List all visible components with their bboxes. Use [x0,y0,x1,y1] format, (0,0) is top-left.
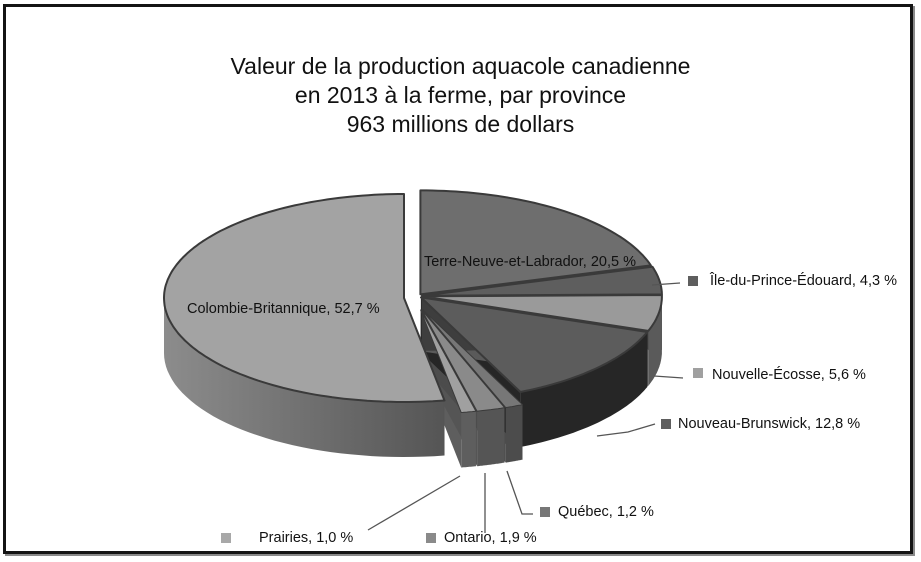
pie-slice-tops [163,189,663,413]
slice-top-terre-neuve-et-labrador [419,189,652,296]
slice-side-colombie-britannique [164,298,445,457]
leader-lines [367,282,684,533]
leader-line-prairies [367,475,461,531]
chart-title-line-3: 963 millions de dollars [346,111,575,137]
leader-line-nb [596,423,656,437]
slice-label-terre-neuve: Terre-Neuve-et-Labrador, 20,5 % [424,254,636,270]
chart-title: Valeur de la production aquacole canadie… [0,52,921,139]
leader-line-quebec [506,470,533,515]
legend-swatch-quebec [540,507,550,517]
legend-swatch-nouvelle-ecosse [693,368,703,378]
chart-title-line-1: Valeur de la production aquacole canadie… [230,53,691,79]
callout-label-quebec: Québec, 1,2 % [558,504,654,520]
slice-top-ile-du-prince-edouard [421,265,663,297]
slice-top-nouvelle-ecosse [420,294,663,332]
legend-swatch-ontario [426,533,436,543]
slice-side-prairies [461,411,476,468]
slice-side-nouveau-brunswick [520,332,648,447]
slice-label-colombie-britannique: Colombie-Britannique, 52,7 % [187,301,380,317]
callout-label-nouvelle-ecosse: Nouvelle-Écosse, 5,6 % [712,367,866,383]
legend-swatch-ipe [688,276,698,286]
slice-side-quebec [505,404,523,463]
legend-swatch-prairies [221,533,231,543]
slice-top-prairies [420,309,477,413]
callout-label-nouveau-brunswick: Nouveau-Brunswick, 12,8 % [678,416,861,432]
chart-title-line-2: en 2013 à la ferme, par province [294,82,627,108]
slice-side-nouvelle-ecosse [648,296,662,386]
callout-label-ipe: Île-du-Prince-Édouard, 4,3 % [710,273,897,289]
leader-line-ne [653,375,684,379]
slice-top-nouveau-brunswick [420,296,649,393]
callout-label-prairies: Prairies, 1,0 % [259,530,354,546]
legend-swatch-nouveau-brunswick [661,419,671,429]
slice-top-quebec [422,309,523,409]
slice-side-ontario [477,407,505,467]
slice-top-colombie-britannique [163,193,446,403]
slice-top-ontario [421,309,505,412]
leader-line-ipe [651,282,681,286]
callout-label-ontario: Ontario, 1,9 % [444,530,537,546]
